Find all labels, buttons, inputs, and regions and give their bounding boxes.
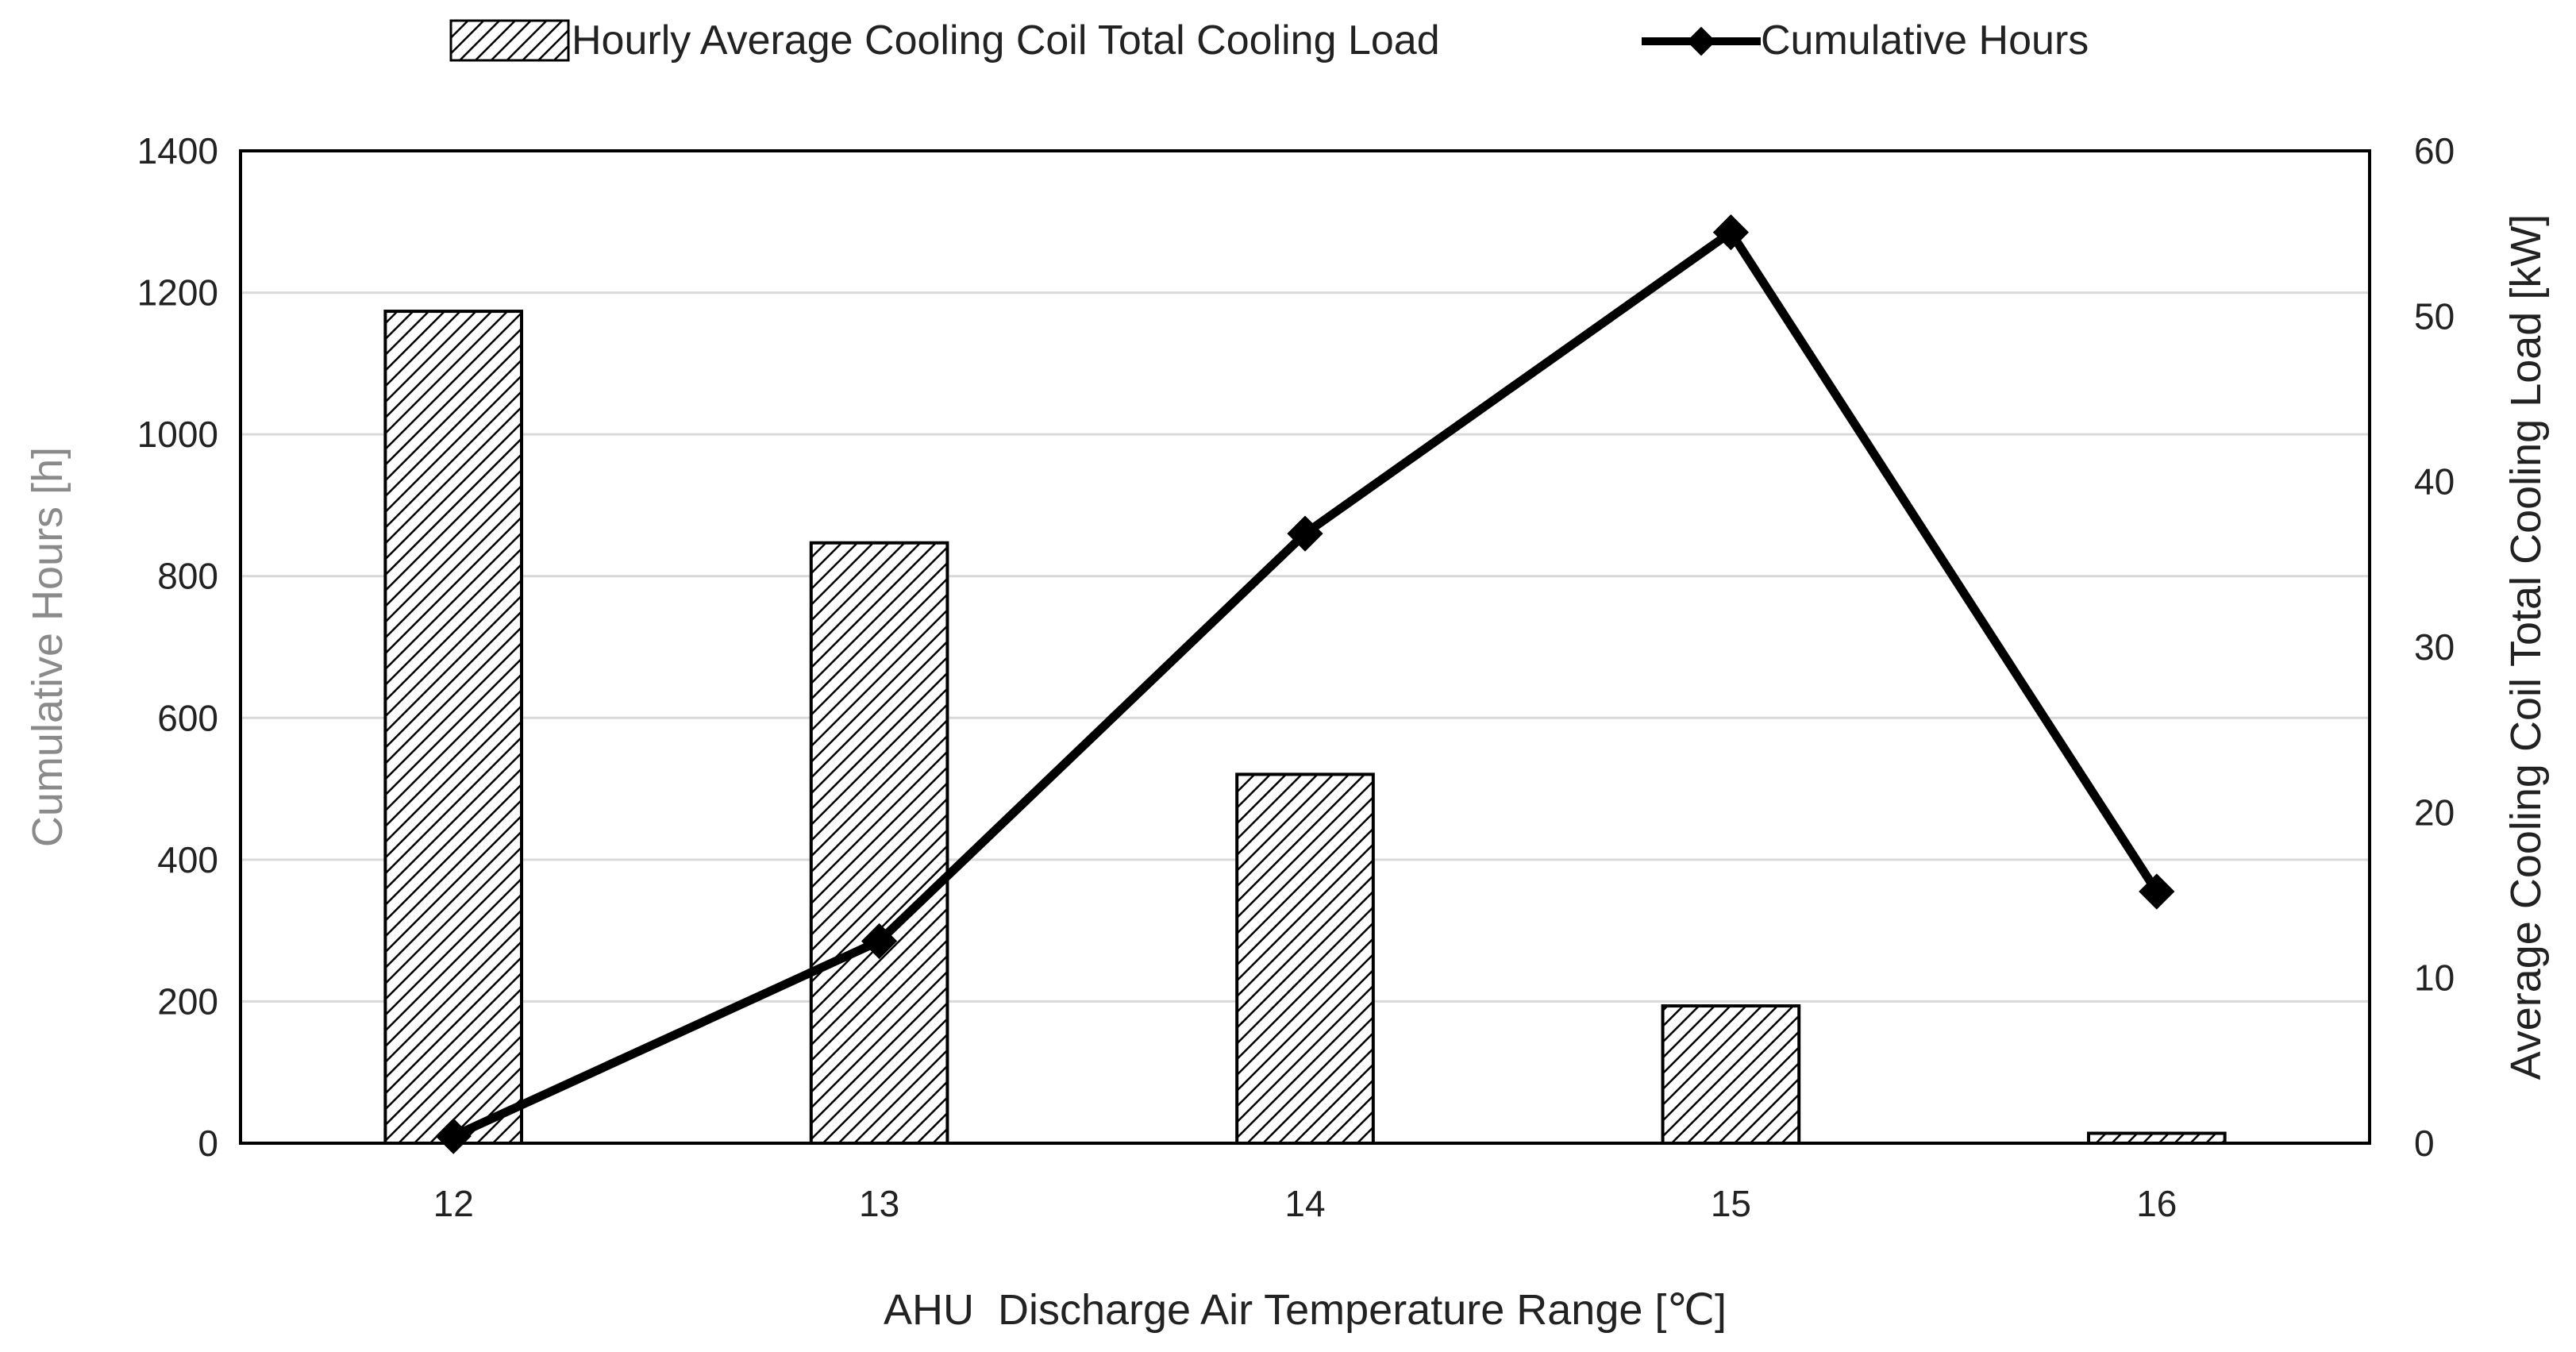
left-tick-label: 0	[198, 1123, 218, 1164]
line-point-12	[435, 1118, 472, 1154]
plot-frame	[239, 149, 2371, 1145]
legend-swatch-bar	[449, 19, 570, 62]
legend: Hourly Average Cooling Coil Total Coolin…	[449, 17, 2089, 64]
left-tick-label: 800	[157, 556, 218, 597]
left-tick-label: 200	[157, 980, 218, 1022]
right-tick-label: 30	[2414, 626, 2455, 668]
legend-label-line: Cumulative Hours	[1761, 17, 2089, 64]
x-tick-label: 15	[1711, 1183, 1751, 1224]
right-axis-title: Average Cooling Coil Total Cooling Load …	[2502, 214, 2550, 1080]
right-tick-label: 50	[2414, 295, 2455, 337]
right-tick-label: 10	[2414, 957, 2455, 999]
bar-series	[383, 310, 2227, 1146]
line-point-14	[1287, 515, 1323, 552]
x-tick-label: 14	[1284, 1183, 1325, 1224]
left-tick-label: 1000	[137, 414, 218, 455]
x-tick-label: 13	[859, 1183, 899, 1224]
legend-swatch-marker	[1686, 26, 1716, 56]
left-tick-label: 600	[157, 697, 218, 738]
bar-15	[1661, 1004, 1801, 1146]
left-tick-label: 400	[157, 839, 218, 880]
right-tick-label: 40	[2414, 461, 2455, 503]
line-series	[435, 214, 2175, 1154]
right-tick-label: 60	[2414, 130, 2455, 171]
left-axis-title: Cumulative Hours [h]	[24, 447, 71, 847]
right-tick-label: 0	[2414, 1123, 2435, 1164]
bar-12	[383, 310, 524, 1145]
line-point-16	[2139, 873, 2175, 910]
x-axis-ticks: 12 13 14 15 16	[433, 1183, 2177, 1224]
left-tick-label: 1400	[137, 130, 218, 171]
bar-13	[809, 541, 949, 1145]
x-tick-label: 16	[2136, 1183, 2177, 1224]
legend-label-bar: Hourly Average Cooling Coil Total Coolin…	[572, 17, 1440, 64]
line-point-13	[861, 923, 898, 960]
left-axis-ticks: 0 200 400 600 800 1000 1200 1400	[137, 130, 218, 1164]
bar-14	[1235, 772, 1375, 1146]
x-tick-label: 12	[433, 1183, 474, 1224]
right-tick-label: 20	[2414, 792, 2455, 833]
x-axis-title: AHU Discharge Air Temperature Range [℃]	[884, 1286, 1727, 1334]
right-axis-ticks: 0 10 20 30 40 50 60	[2414, 130, 2455, 1164]
left-tick-label: 1200	[137, 272, 218, 314]
